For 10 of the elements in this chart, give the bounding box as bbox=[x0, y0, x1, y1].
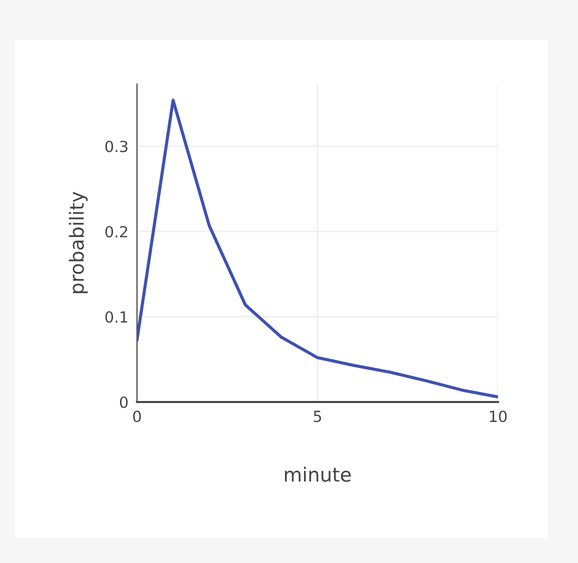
y-tick-label: 0.1 bbox=[105, 311, 128, 323]
y-tick-label: 0.2 bbox=[105, 226, 128, 238]
line-series bbox=[137, 98, 498, 398]
x-tick-label: 5 bbox=[314, 410, 322, 422]
x-tick-label: 0 bbox=[133, 410, 141, 422]
y-tick-label: 0 bbox=[120, 396, 128, 408]
x-axis-title: minute bbox=[284, 466, 351, 482]
y-axis-title: probability bbox=[68, 192, 88, 294]
x-tick-label: 10 bbox=[490, 410, 507, 422]
y-tick-label: 0.3 bbox=[105, 140, 128, 152]
